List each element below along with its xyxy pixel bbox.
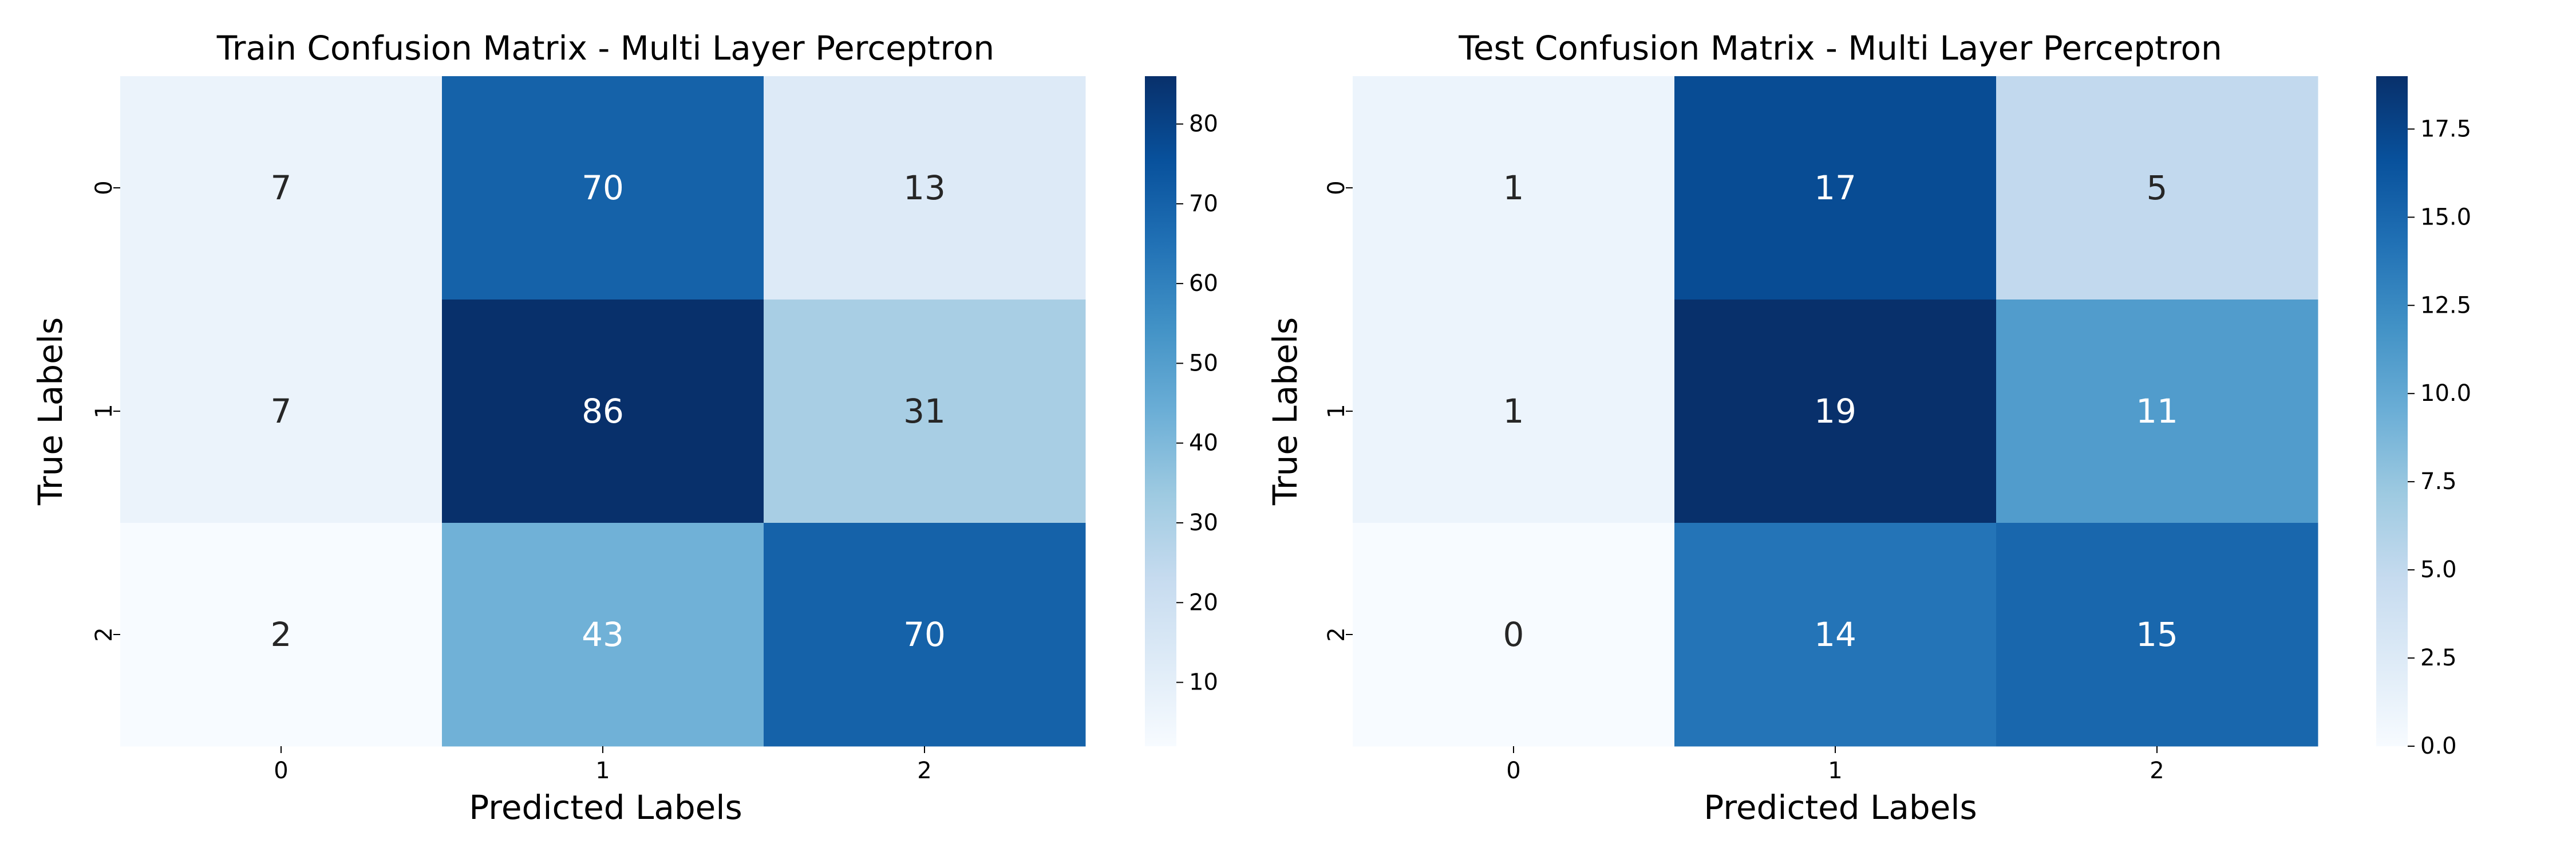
heatmap-cell (1996, 523, 2318, 747)
x-axis-ticks: 0 1 2 (1506, 746, 2164, 784)
cell-value-label: 15 (2136, 615, 2178, 654)
heatmap-cell (1674, 300, 1997, 523)
colorbar-tick-label: 0.0 (2420, 733, 2457, 759)
colorbar-tick-label: 5.0 (2420, 557, 2457, 583)
colorbar-gradient (1145, 76, 1176, 746)
heatmap-cell (1353, 300, 1675, 523)
heatmap-cell (1996, 300, 2318, 523)
train-confusion-matrix: Train Confusion Matrix - Multi Layer Per… (31, 29, 1218, 827)
colorbar-tick-label: 15.0 (2420, 204, 2471, 230)
colorbar-tick-label: 12.5 (2420, 292, 2471, 318)
cell-value-label: 0 (1503, 615, 1524, 654)
y-tick-label: 1 (1323, 404, 1350, 418)
heatmap-cell (764, 523, 1086, 747)
colorbar-tick-label: 50 (1189, 350, 1218, 376)
heatmap-cell-labels: 7 70 13 7 86 31 2 43 70 (271, 168, 946, 654)
heatmap-cell-labels: 1 17 5 1 19 11 0 14 15 (1503, 168, 2178, 654)
heatmap-cell (1674, 523, 1997, 747)
cell-value-label: 31 (903, 392, 946, 431)
cell-value-label: 70 (903, 615, 946, 654)
cell-value-label: 1 (1503, 168, 1524, 207)
colorbar-tick-label: 2.5 (2420, 645, 2457, 671)
x-axis-label: Predicted Labels (1704, 788, 1977, 827)
x-axis-ticks: 0 1 2 (274, 746, 932, 784)
cell-value-label: 86 (582, 392, 624, 431)
chart-title: Test Confusion Matrix - Multi Layer Perc… (1458, 29, 2222, 68)
colorbar-tick-label: 17.5 (2420, 116, 2471, 142)
heatmap-cell (120, 76, 442, 300)
y-tick-label: 0 (91, 180, 117, 195)
colorbar-tick-label: 10 (1189, 669, 1218, 696)
colorbar-tick-label: 20 (1189, 589, 1218, 616)
cell-value-label: 11 (2136, 392, 2178, 431)
x-tick-label: 2 (2150, 758, 2164, 784)
heatmap-cell (1996, 76, 2318, 300)
cell-value-label: 13 (903, 168, 946, 207)
x-axis-label: Predicted Labels (469, 788, 742, 827)
colorbar-tick-label: 7.5 (2420, 468, 2457, 495)
heatmap-cell (1674, 76, 1997, 300)
x-tick-label: 2 (917, 758, 931, 784)
heatmap-cell (1353, 76, 1675, 300)
colorbar-gradient (2376, 76, 2408, 746)
cell-value-label: 17 (1814, 168, 1856, 207)
y-axis-label: True Labels (1266, 317, 1305, 506)
colorbar-tick-label: 30 (1189, 510, 1218, 536)
heatmap-cells (120, 76, 1086, 747)
cell-value-label: 7 (271, 392, 292, 431)
colorbar-tick-label: 10.0 (2420, 380, 2471, 407)
heatmap-cell (1353, 523, 1675, 747)
cell-value-label: 2 (271, 615, 292, 654)
colorbar-tick-label: 80 (1189, 111, 1218, 137)
colorbar: 0.0 2.5 5.0 7.5 10.0 12.5 15.0 17.5 (2376, 76, 2471, 759)
cell-value-label: 14 (1814, 615, 1856, 654)
x-tick-label: 0 (274, 758, 288, 784)
heatmap-cell (764, 76, 1086, 300)
cell-value-label: 5 (2147, 168, 2168, 207)
y-tick-label: 1 (91, 404, 117, 418)
cell-value-label: 19 (1814, 392, 1856, 431)
heatmap-cell (442, 76, 764, 300)
y-axis-ticks: 0 1 2 (91, 180, 120, 642)
chart-title: Train Confusion Matrix - Multi Layer Per… (216, 29, 994, 68)
y-tick-label: 2 (91, 627, 117, 641)
heatmap-cell (120, 300, 442, 523)
x-tick-label: 1 (1828, 758, 1842, 784)
heatmap-cells (1353, 76, 2318, 747)
cell-value-label: 7 (271, 168, 292, 207)
y-axis-ticks: 0 1 2 (1323, 180, 1353, 642)
colorbar-tick-label: 40 (1189, 430, 1218, 456)
colorbar: 10 20 30 40 50 60 70 80 (1145, 76, 1218, 746)
heatmap-cell (764, 300, 1086, 523)
y-tick-label: 0 (1323, 180, 1350, 195)
x-tick-label: 1 (595, 758, 610, 784)
heatmap-cell (442, 523, 764, 747)
x-tick-label: 0 (1506, 758, 1520, 784)
heatmap-cell (120, 523, 442, 747)
y-axis-label: True Labels (31, 317, 70, 506)
cell-value-label: 1 (1503, 392, 1524, 431)
cell-value-label: 43 (582, 615, 624, 654)
y-tick-label: 2 (1323, 627, 1350, 641)
colorbar-tick-label: 70 (1189, 191, 1218, 217)
test-confusion-matrix: Test Confusion Matrix - Multi Layer Perc… (1266, 29, 2471, 827)
cell-value-label: 70 (582, 168, 624, 207)
heatmap-cell (442, 300, 764, 523)
colorbar-tick-label: 60 (1189, 270, 1218, 297)
